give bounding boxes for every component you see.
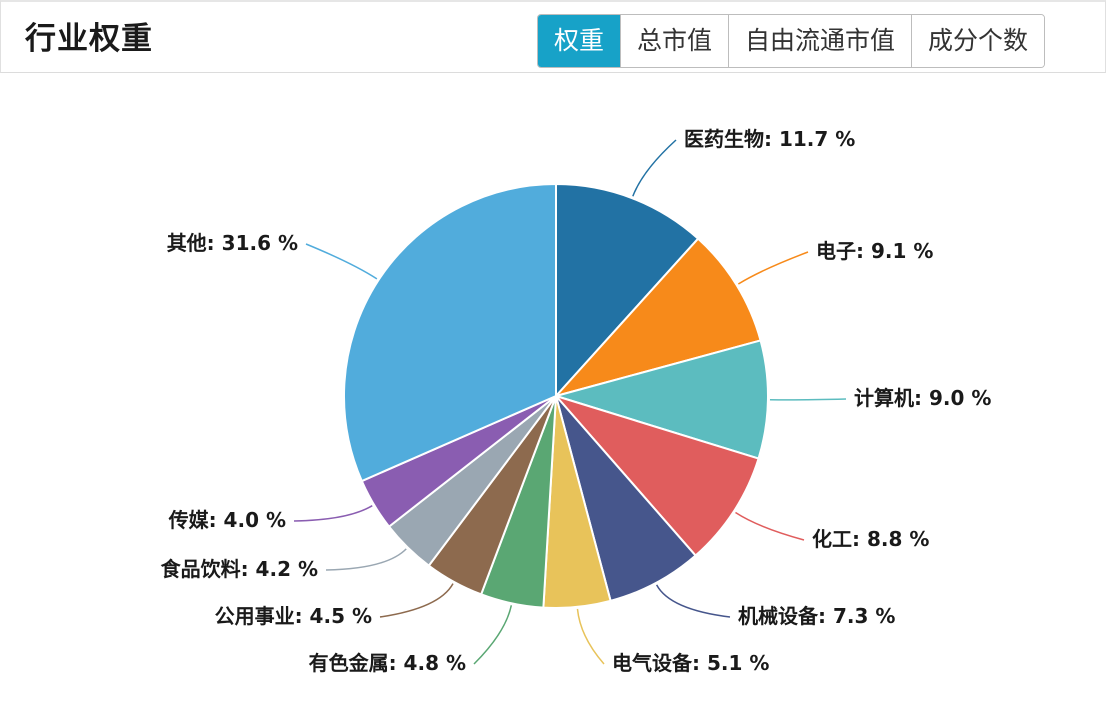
leader-line-6 [473,605,513,665]
leader-line-10 [305,243,378,280]
panel-header: 行业权重 权重 总市值 自由流通市值 成分个数 [0,0,1106,73]
page-title: 行业权重 [25,21,153,57]
metric-tab-group: 权重 总市值 自由流通市值 成分个数 [537,14,1046,68]
tab-weight[interactable]: 权重 [538,15,621,67]
pie-slice-2[interactable] [552,339,769,460]
slice-label-1: 电子: 9.1 % [816,239,933,263]
slice-label-6: 有色金属: 4.8 % [309,651,466,675]
slice-labels: 医药生物: 11.7 % 电子: 9.1 % 计算机: 9.0 % 化工: 8.8 %… [161,127,992,675]
pie-slice-1[interactable] [552,237,762,398]
slice-label-7: 公用事业: 4.5 % [215,604,372,628]
leader-line-2 [769,398,847,401]
leader-line-9 [293,505,373,522]
slice-label-3: 化工: 8.8 % [812,527,929,551]
tab-total-market-cap[interactable]: 总市值 [620,15,729,67]
leader-line-3 [735,511,805,541]
leader-line-8 [325,548,407,571]
slice-label-8: 食品饮料: 4.2 % [161,557,318,581]
leader-lines [293,139,847,665]
pie-slice-3[interactable] [552,394,760,557]
slice-label-4: 机械设备: 7.3 % [738,604,895,628]
leader-line-4 [655,584,731,618]
pie-slice-4[interactable] [555,395,697,603]
leader-line-7 [379,583,454,618]
slice-label-5: 电气设备: 5.1 % [612,651,769,675]
slice-label-10: 其他: 31.6 % [167,231,298,255]
leader-line-0 [632,139,677,197]
slice-label-0: 医药生物: 11.7 % [684,127,855,151]
pie-slice-0[interactable] [555,182,700,399]
slice-label-9: 传媒: 4.0 % [168,508,286,532]
tab-free-float-market-cap[interactable]: 自由流通市值 [728,15,912,67]
leader-line-1 [737,251,809,285]
pie-slice-10[interactable] [343,182,557,483]
leader-line-5 [576,608,605,665]
tab-constituent-count[interactable]: 成分个数 [911,15,1045,67]
pie-slices [343,182,769,609]
slice-label-2: 计算机: 9.0 % [854,386,991,410]
